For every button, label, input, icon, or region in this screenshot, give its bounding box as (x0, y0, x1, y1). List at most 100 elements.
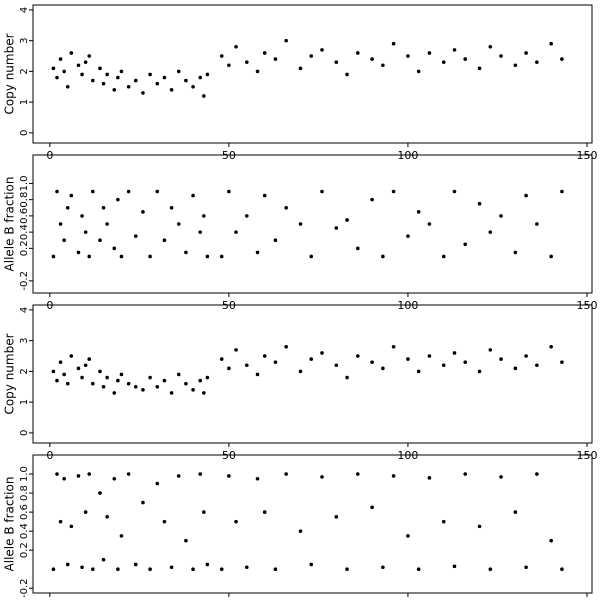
plot-frame (32, 4, 593, 144)
point (62, 238, 66, 243)
point (524, 565, 528, 570)
y-axis-label: Copy number (3, 333, 17, 414)
point (262, 193, 267, 198)
point (284, 344, 288, 349)
point (549, 538, 553, 543)
point (334, 60, 339, 64)
point (80, 565, 84, 570)
point (219, 357, 224, 361)
point (83, 60, 88, 64)
point (62, 69, 66, 74)
point (65, 205, 70, 210)
y-axis-label: Copy number (3, 33, 17, 114)
y-axis-label: Allele B fraction (3, 177, 17, 272)
y-tick-label: 2 (19, 368, 30, 374)
point (549, 41, 553, 46)
point (155, 81, 160, 86)
point (55, 189, 59, 194)
point (119, 69, 124, 74)
point (219, 254, 224, 259)
point (273, 57, 278, 61)
point (227, 189, 231, 194)
point (155, 384, 160, 389)
point (345, 218, 349, 222)
point (116, 75, 120, 80)
point (141, 388, 145, 392)
point (488, 348, 493, 352)
point (441, 254, 446, 259)
point (345, 72, 349, 77)
point (320, 475, 324, 479)
point (298, 529, 303, 533)
point (273, 567, 278, 572)
point (309, 254, 314, 259)
point (406, 534, 410, 538)
point (391, 41, 396, 46)
point (112, 88, 117, 92)
point (176, 222, 181, 226)
point (549, 344, 553, 349)
point (148, 254, 152, 259)
point (202, 510, 206, 514)
point (345, 567, 349, 572)
point (334, 226, 339, 230)
point (176, 69, 181, 74)
point (535, 60, 539, 64)
point (202, 94, 206, 98)
point (87, 472, 92, 476)
point (416, 369, 421, 374)
point (126, 84, 131, 89)
point (55, 472, 59, 476)
point (356, 354, 360, 358)
point (244, 565, 249, 570)
point (334, 363, 339, 368)
point (191, 193, 195, 198)
point (87, 254, 92, 259)
point (560, 567, 564, 572)
point (309, 562, 314, 567)
point (356, 51, 360, 55)
point (244, 60, 249, 64)
y-tick-label: 0 (19, 130, 30, 136)
y-tick-label: 2 (19, 68, 30, 74)
plot-frame (32, 304, 593, 444)
point (69, 51, 74, 55)
point (162, 75, 167, 80)
point (427, 222, 432, 226)
point (370, 57, 374, 61)
point (51, 567, 56, 572)
point (119, 372, 124, 377)
point (162, 519, 167, 524)
point (112, 391, 117, 395)
point (381, 63, 385, 68)
y-tick-label: 0.2 (19, 542, 30, 558)
point (499, 475, 503, 479)
y-tick-label: -0.2 (19, 578, 30, 598)
point (255, 250, 260, 255)
point (116, 378, 120, 383)
point (320, 189, 324, 194)
y-tick-label: 0.4 (19, 224, 30, 240)
point (262, 354, 267, 358)
point (406, 54, 410, 58)
point (298, 66, 303, 71)
point (427, 354, 432, 358)
point (244, 214, 249, 218)
point (91, 567, 95, 572)
y-tick-label: 0.8 (19, 192, 30, 208)
y-tick-label: 0.8 (19, 485, 30, 501)
point (234, 519, 238, 524)
point (441, 519, 446, 524)
point (381, 366, 385, 371)
point (198, 472, 203, 476)
point (58, 57, 63, 61)
point (65, 84, 70, 89)
point (535, 363, 539, 368)
y-tick-label: 0 (19, 430, 30, 436)
point (560, 189, 564, 194)
point (416, 567, 421, 572)
point (133, 234, 138, 238)
point (80, 214, 84, 218)
point (101, 81, 106, 86)
